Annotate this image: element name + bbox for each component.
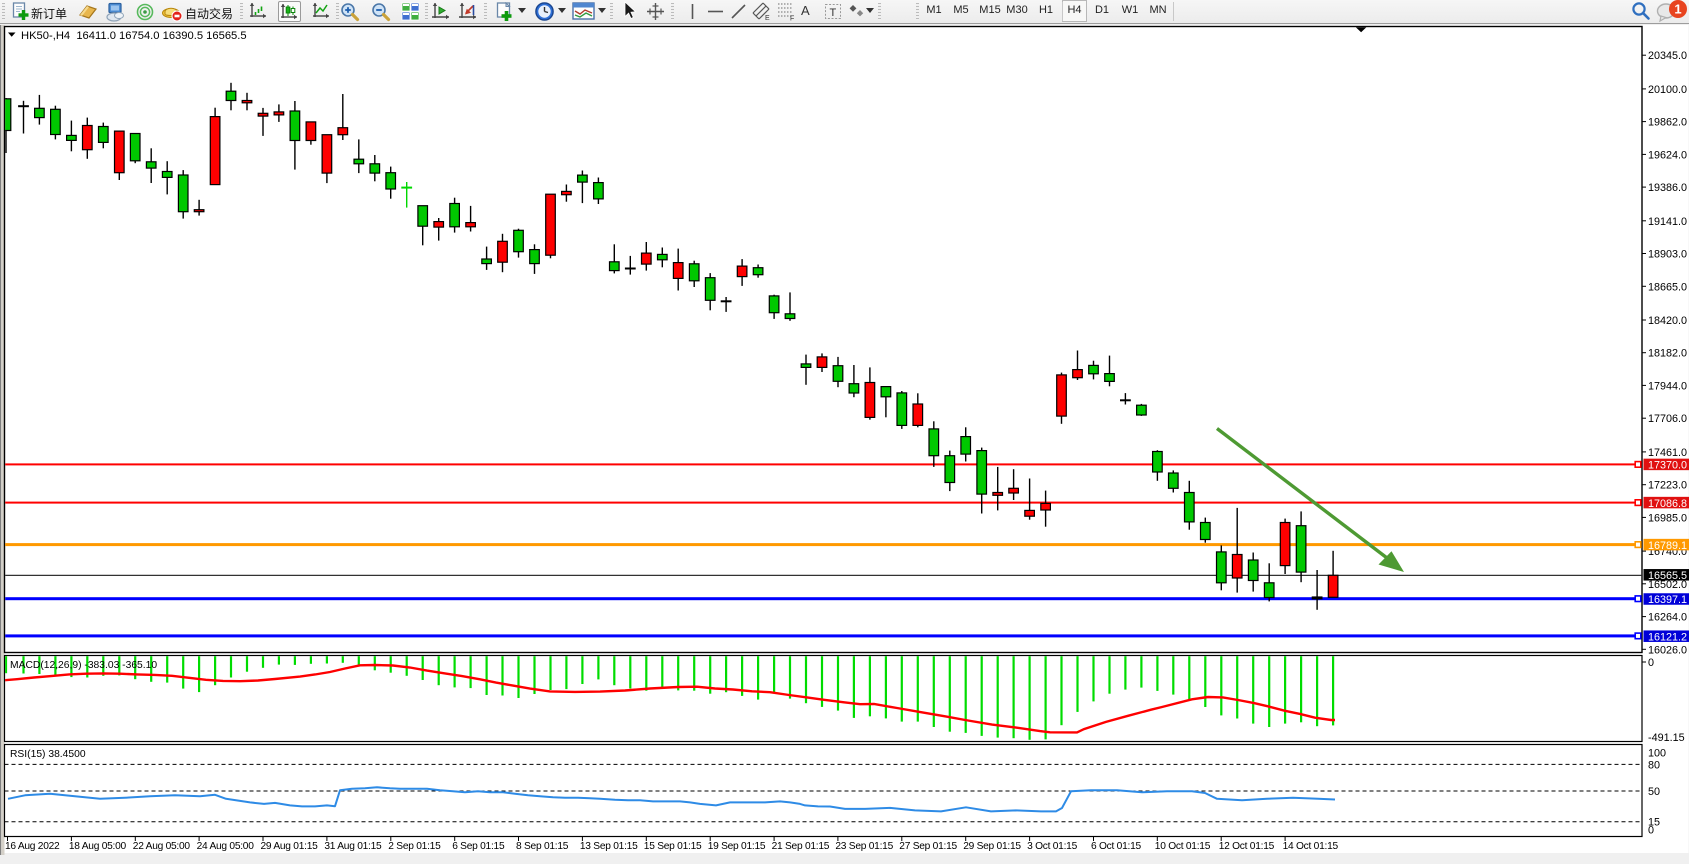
svg-text:F: F: [790, 16, 794, 22]
svg-text:16565.5: 16565.5: [1648, 570, 1687, 582]
svg-text:17370.0: 17370.0: [1648, 460, 1687, 472]
svg-text:6 Sep 01:15: 6 Sep 01:15: [452, 841, 505, 852]
svg-text:16121.2: 16121.2: [1648, 631, 1687, 643]
svg-text:16789.1: 16789.1: [1648, 540, 1687, 552]
svg-text:8 Sep 01:15: 8 Sep 01:15: [516, 841, 569, 852]
svg-text:18420.0: 18420.0: [1648, 315, 1687, 327]
svg-text:50: 50: [1648, 786, 1660, 798]
svg-text:17086.8: 17086.8: [1648, 498, 1687, 510]
svg-text:16985.0: 16985.0: [1648, 512, 1687, 524]
svg-text:RSI(15) 38.4500: RSI(15) 38.4500: [10, 749, 86, 760]
svg-text:6 Oct 01:15: 6 Oct 01:15: [1091, 841, 1142, 852]
svg-text:0: 0: [1648, 825, 1654, 837]
svg-text:-491.15: -491.15: [1648, 732, 1685, 744]
svg-text:15 Sep 01:15: 15 Sep 01:15: [644, 841, 702, 852]
svg-text:19141.0: 19141.0: [1648, 216, 1687, 228]
svg-text:2 Sep 01:15: 2 Sep 01:15: [388, 841, 441, 852]
svg-text:17706.0: 17706.0: [1648, 413, 1687, 425]
svg-text:MACD(12,26,9) -383.03 -365.10: MACD(12,26,9) -383.03 -365.10: [10, 660, 157, 671]
svg-text:T: T: [830, 7, 837, 19]
svg-text:18182.0: 18182.0: [1648, 348, 1687, 360]
svg-text:16397.1: 16397.1: [1648, 594, 1687, 606]
svg-text:17944.0: 17944.0: [1648, 380, 1687, 392]
svg-text:16264.0: 16264.0: [1648, 612, 1687, 624]
svg-text:19 Sep 01:15: 19 Sep 01:15: [708, 841, 766, 852]
svg-text:17223.0: 17223.0: [1648, 480, 1687, 492]
svg-text:10 Oct 01:15: 10 Oct 01:15: [1155, 841, 1211, 852]
svg-text:24 Aug 05:00: 24 Aug 05:00: [197, 841, 255, 852]
svg-text:14 Oct 01:15: 14 Oct 01:15: [1283, 841, 1339, 852]
svg-text:16 Aug 2022: 16 Aug 2022: [5, 841, 60, 852]
svg-text:16026.0: 16026.0: [1648, 644, 1687, 656]
svg-text:19862.0: 19862.0: [1648, 117, 1687, 129]
svg-text:3 Oct 01:15: 3 Oct 01:15: [1027, 841, 1078, 852]
svg-text:29 Sep 01:15: 29 Sep 01:15: [963, 841, 1021, 852]
svg-text:1: 1: [1674, 2, 1681, 17]
svg-text:100: 100: [1648, 748, 1666, 760]
svg-text:18 Aug 05:00: 18 Aug 05:00: [69, 841, 127, 852]
svg-text:80: 80: [1648, 759, 1660, 771]
svg-text:0: 0: [1648, 657, 1654, 669]
svg-text:22 Aug 05:00: 22 Aug 05:00: [133, 841, 191, 852]
svg-text:13 Sep 01:15: 13 Sep 01:15: [580, 841, 638, 852]
svg-text:31 Aug 01:15: 31 Aug 01:15: [324, 841, 382, 852]
svg-text:21 Sep 01:15: 21 Sep 01:15: [772, 841, 830, 852]
svg-text:27 Sep 01:15: 27 Sep 01:15: [899, 841, 957, 852]
svg-text:E: E: [765, 15, 770, 21]
svg-text:17461.0: 17461.0: [1648, 447, 1687, 459]
svg-text:18903.0: 18903.0: [1648, 249, 1687, 261]
svg-text:18665.0: 18665.0: [1648, 281, 1687, 293]
svg-text:12 Oct 01:15: 12 Oct 01:15: [1219, 841, 1275, 852]
svg-text:23 Sep 01:15: 23 Sep 01:15: [835, 841, 893, 852]
svg-text:20100.0: 20100.0: [1648, 84, 1687, 96]
svg-text:29 Aug 01:15: 29 Aug 01:15: [261, 841, 319, 852]
svg-text:HK50-,H4 16411.0 16754.0 1639: HK50-,H4 16411.0 16754.0 16390.5 16565.5: [21, 30, 247, 42]
svg-text:19386.0: 19386.0: [1648, 182, 1687, 194]
svg-text:19624.0: 19624.0: [1648, 149, 1687, 161]
svg-text:20345.0: 20345.0: [1648, 50, 1687, 62]
